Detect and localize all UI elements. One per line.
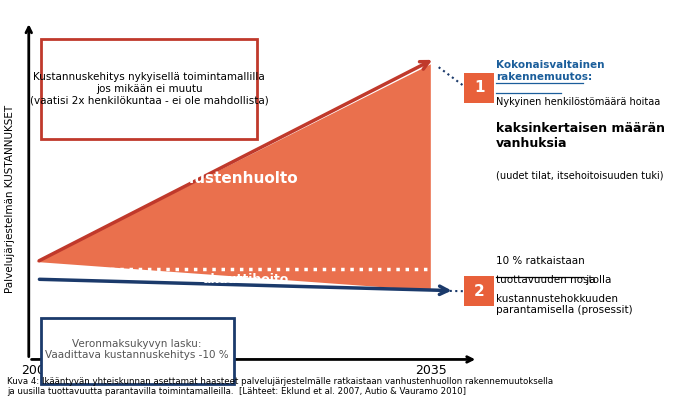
FancyBboxPatch shape	[464, 73, 494, 103]
Text: kaksinkertaisen määrän
vanhuksia: kaksinkertaisen määrän vanhuksia	[496, 122, 665, 150]
Text: tuottavuuden nostolla: tuottavuuden nostolla	[496, 275, 611, 285]
Text: 2005: 2005	[21, 365, 52, 377]
Polygon shape	[36, 64, 431, 291]
Text: 2035: 2035	[415, 365, 447, 377]
Text: Palvelujärjestelmän KUSTANNUKSET: Palvelujärjestelmän KUSTANNUKSET	[5, 105, 15, 293]
Text: 1: 1	[474, 80, 484, 96]
Text: Kuva 4: Ikääntyvän yhteiskunnan asettamat haasteet palvelujärjestelmälle ratkais: Kuva 4: Ikääntyvän yhteiskunnan asettama…	[7, 377, 553, 396]
Text: 2: 2	[474, 284, 484, 299]
Text: vanhustenhuolto: vanhustenhuolto	[153, 172, 299, 186]
Text: Veronmaksukyvyn lasku:
Vaadittava kustannuskehitys -10 %: Veronmaksukyvyn lasku: Vaadittava kustan…	[45, 339, 229, 360]
Text: kustannustehokkuuden
parantamisella (prosessit): kustannustehokkuuden parantamisella (pro…	[496, 294, 632, 315]
FancyBboxPatch shape	[464, 276, 494, 306]
FancyBboxPatch shape	[41, 39, 257, 139]
Text: Nykyinen henkilöstömäärä hoitaa: Nykyinen henkilöstömäärä hoitaa	[496, 97, 660, 107]
Text: akuuttihoito: akuuttihoito	[202, 273, 289, 286]
Text: (uudet tilat, itsehoitoisuuden tuki): (uudet tilat, itsehoitoisuuden tuki)	[496, 170, 663, 180]
Text: Kokonaisvaltainen
rakennemuutos:: Kokonaisvaltainen rakennemuutos:	[496, 60, 604, 82]
Text: Kustannuskehitys nykyisellä toimintamallilla
jos mikään ei muutu
(vaatisi 2x hen: Kustannuskehitys nykyisellä toimintamall…	[30, 72, 268, 105]
FancyBboxPatch shape	[41, 318, 234, 384]
Text: 10 % ratkaistaan: 10 % ratkaistaan	[496, 256, 585, 266]
Text: ja: ja	[583, 275, 595, 285]
